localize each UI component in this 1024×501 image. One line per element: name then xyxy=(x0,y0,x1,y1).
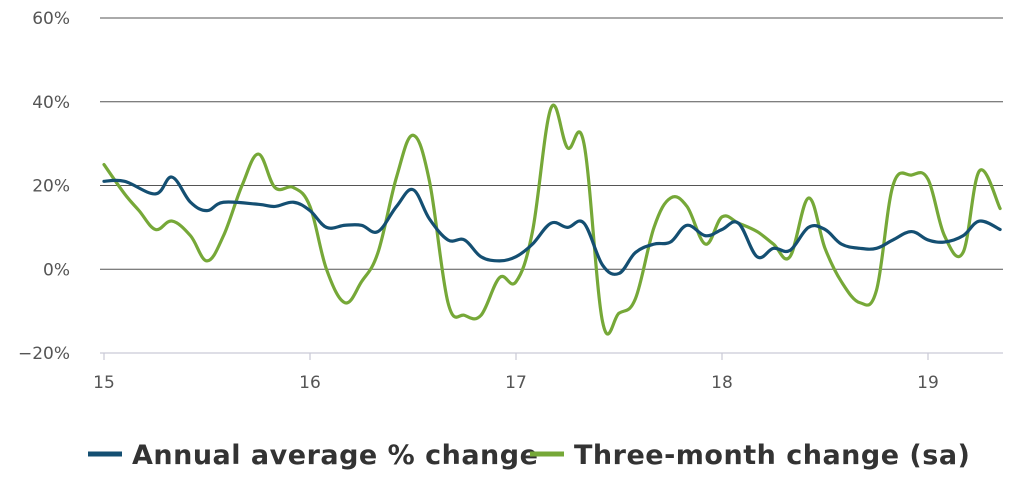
series-line-three-month xyxy=(102,103,1002,336)
legend: Annual average % change Three-month chan… xyxy=(88,440,970,471)
x-tick-label: 19 xyxy=(917,373,939,393)
y-tick-label: −20% xyxy=(18,344,70,364)
series-line-annual xyxy=(102,175,1002,276)
x-tick-label: 16 xyxy=(299,373,321,393)
x-axis: 15 16 17 18 19 xyxy=(93,353,939,393)
y-tick-label: 0% xyxy=(43,260,70,280)
y-tick-label: 40% xyxy=(32,93,70,113)
x-tick-label: 15 xyxy=(93,373,115,393)
plot-lines xyxy=(102,103,1002,336)
legend-label-three-month: Three-month change (sa) xyxy=(574,440,970,471)
y-axis: 60% 40% 20% 0% −20% xyxy=(18,9,70,364)
y-tick-label: 60% xyxy=(32,9,70,29)
x-tick-label: 17 xyxy=(505,373,527,393)
y-tick-label: 20% xyxy=(32,177,70,197)
legend-label-annual: Annual average % change xyxy=(132,440,538,471)
x-tick-label: 18 xyxy=(711,373,733,393)
gridlines xyxy=(100,17,1003,354)
